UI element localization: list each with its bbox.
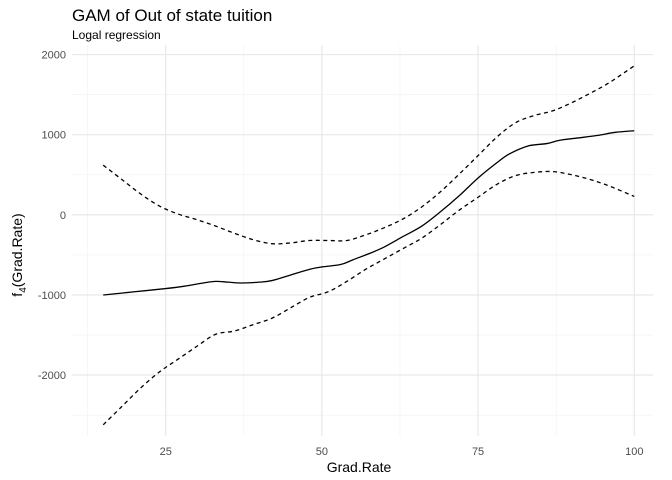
- x-tick-label: 75: [472, 446, 484, 458]
- y-tick-label: 2000: [42, 50, 66, 62]
- lower-confidence-line: [102, 170, 635, 426]
- major-gridlines: [72, 45, 653, 436]
- y-axis-title-main: f: [9, 293, 25, 297]
- y-tick-labels: -2000 -1000 0 1000 2000: [38, 50, 66, 382]
- y-tick-label: 0: [60, 210, 66, 222]
- y-tick-label: -1000: [38, 290, 66, 302]
- y-axis-title: f4(Grad.Rate): [9, 213, 29, 296]
- y-tick-label: -2000: [38, 370, 66, 382]
- upper-confidence-line: [102, 65, 635, 245]
- chart-title: GAM of Out of state tuition: [72, 6, 272, 25]
- series-layer: [102, 65, 635, 426]
- fit-line: [103, 130, 635, 296]
- y-axis-title-subscript: 4: [18, 287, 29, 293]
- x-tick-label: 25: [160, 446, 172, 458]
- minor-gridlines: [72, 45, 653, 436]
- y-tick-label: 1000: [42, 130, 66, 142]
- y-axis-title-rest: (Grad.Rate): [9, 213, 25, 287]
- x-tick-label: 50: [316, 446, 328, 458]
- x-tick-labels: 25 50 75 100: [160, 446, 644, 458]
- x-tick-label: 100: [625, 446, 643, 458]
- chart-subtitle: Logal regression: [72, 28, 161, 42]
- x-axis-title: Grad.Rate: [327, 459, 392, 475]
